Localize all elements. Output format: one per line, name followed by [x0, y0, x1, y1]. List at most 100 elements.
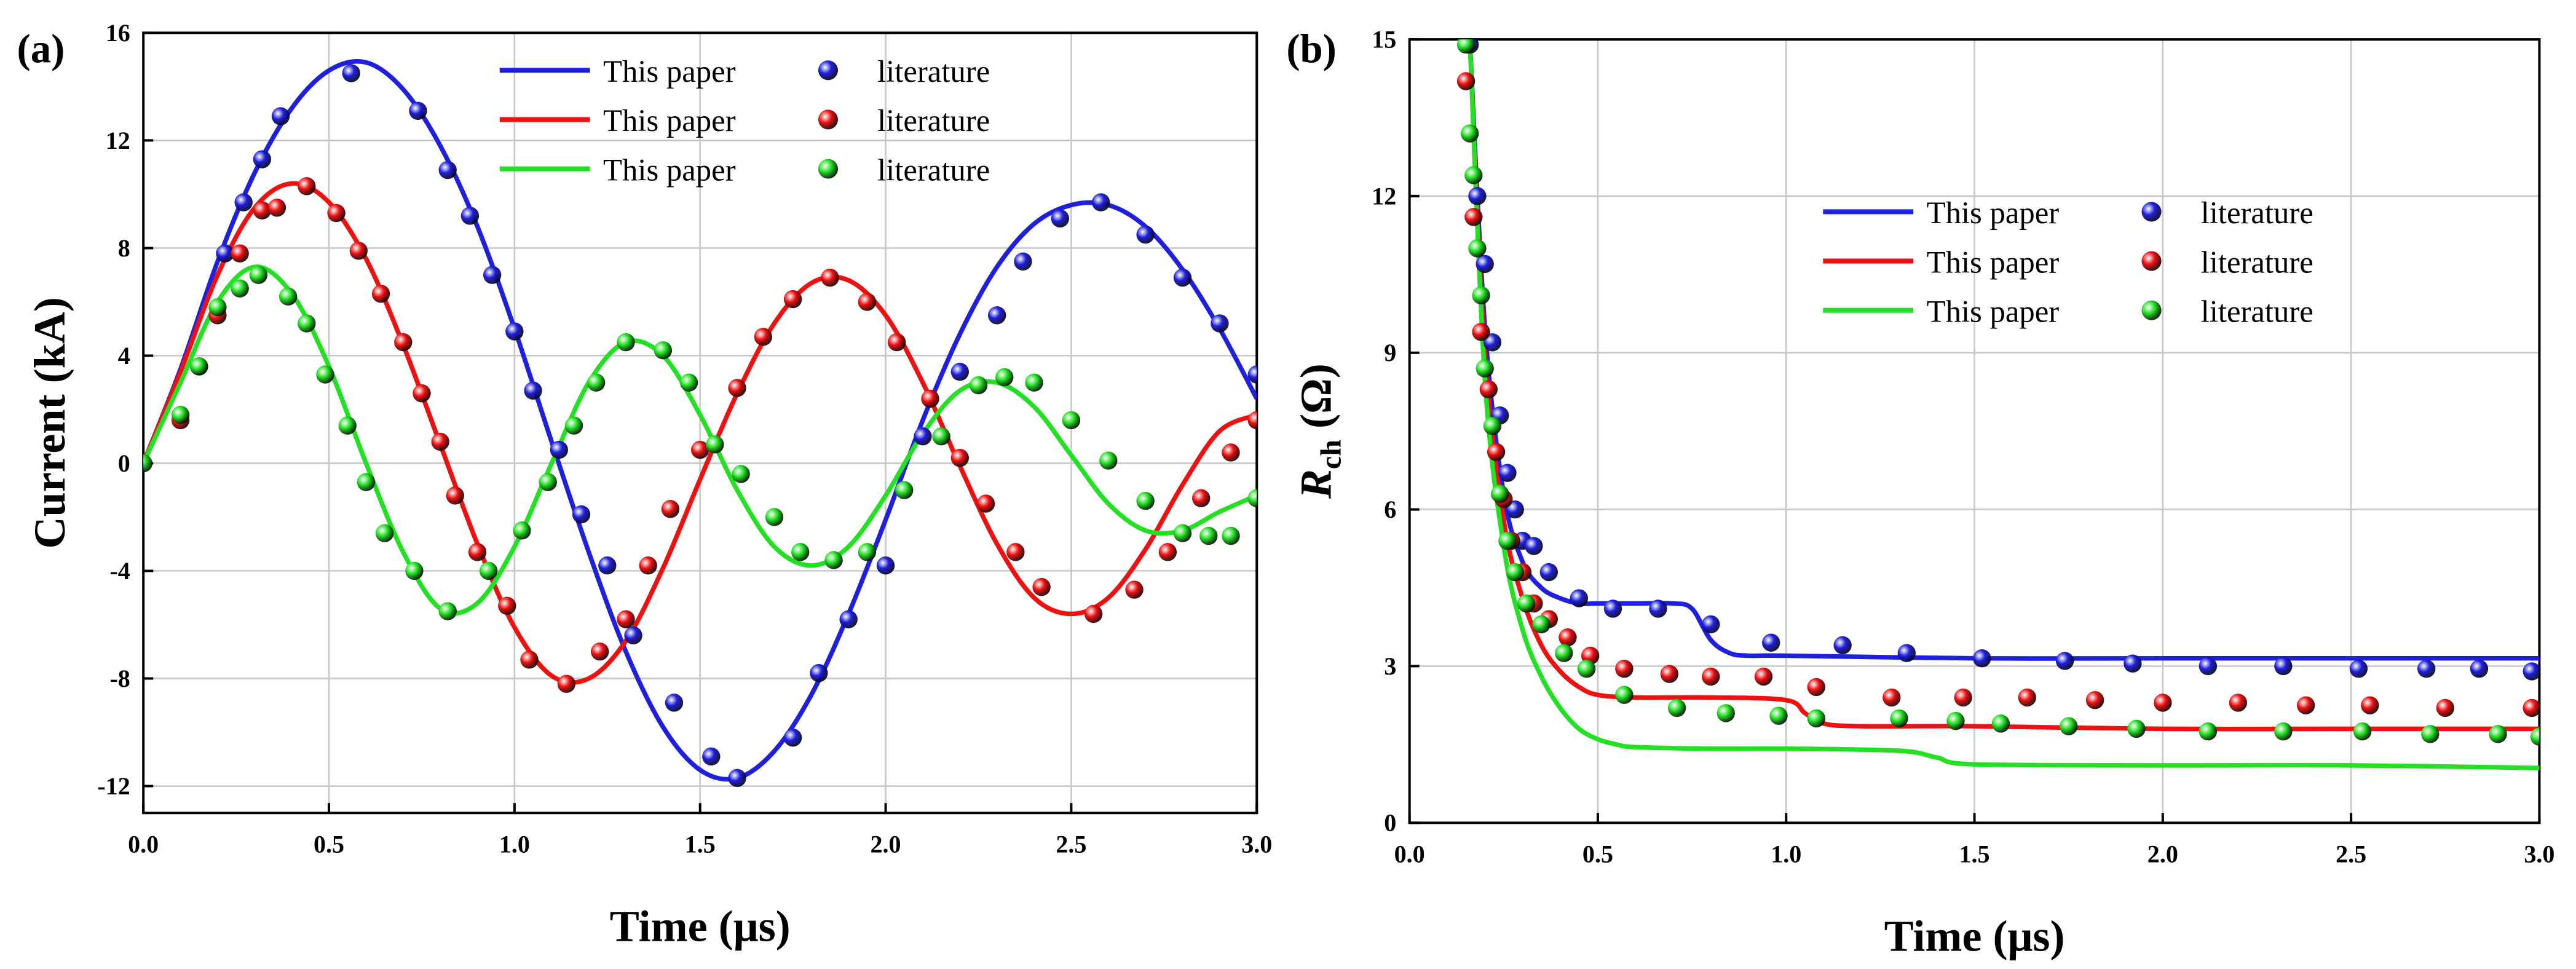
data-point — [1539, 563, 1559, 582]
data-point — [1973, 649, 1991, 668]
data-point — [728, 379, 746, 397]
chart: 0.0 0.5 1.0 1.5 2.0 2.5 3.0 -12 -8 -4 0 4 8 12 16 This … — [17, 19, 1273, 951]
y-tick-label: -12 — [97, 772, 130, 800]
data-point — [409, 101, 427, 120]
data-point — [438, 160, 457, 180]
data-point — [253, 150, 272, 168]
data-point — [1125, 580, 1144, 599]
data-point — [783, 729, 802, 747]
data-point — [1472, 323, 1490, 341]
data-point — [483, 266, 502, 284]
data-point — [810, 664, 828, 682]
data-point — [1014, 252, 1032, 271]
data-point — [1211, 314, 1229, 333]
data-point — [1883, 688, 1901, 707]
data-point — [2436, 698, 2454, 718]
data-point — [342, 64, 360, 82]
data-point — [1025, 373, 1043, 392]
x-tick-label: 1.0 — [499, 830, 530, 858]
y-tick-label: 0 — [118, 449, 130, 477]
panel-label: (a) — [17, 27, 65, 72]
data-point — [1897, 644, 1916, 662]
data-point — [2055, 652, 2074, 670]
data-point — [1472, 286, 1490, 305]
data-point — [1517, 594, 1536, 613]
x-tick-label: 3.0 — [1241, 830, 1272, 858]
data-point — [557, 674, 576, 693]
data-point — [1084, 604, 1103, 623]
data-point — [431, 432, 449, 451]
y-tick-label: -8 — [109, 665, 130, 692]
data-point — [2489, 725, 2507, 743]
data-point — [2296, 696, 2315, 714]
legend-label: literature — [877, 54, 990, 89]
data-point — [1717, 704, 1735, 722]
data-point — [539, 473, 557, 491]
data-point — [572, 505, 591, 524]
data-point — [231, 279, 249, 298]
data-point — [665, 694, 684, 712]
legend-label: literature — [2201, 294, 2313, 328]
data-point — [921, 389, 939, 408]
data-point — [976, 494, 995, 513]
data-point — [2199, 722, 2218, 741]
x-tick-label: 1.5 — [685, 830, 716, 858]
data-point — [1702, 667, 1720, 686]
y-axis-title-part: (Ω) — [1291, 363, 1340, 440]
legend-swatch — [2141, 251, 2162, 271]
data-point — [1099, 451, 1118, 470]
data-point — [617, 333, 635, 352]
legend-label: This paper — [1927, 196, 2060, 230]
y-tick-label: 8 — [118, 234, 130, 262]
data-point — [1032, 578, 1051, 596]
y-axis-title-part: ch — [1314, 440, 1347, 469]
data-point — [1464, 208, 1483, 226]
data-point — [208, 298, 227, 317]
data-point — [2127, 719, 2146, 738]
data-point — [1173, 524, 1192, 542]
data-point — [1532, 615, 1551, 634]
data-point — [371, 285, 390, 303]
y-tick-label: -4 — [109, 557, 130, 585]
y-axis-title-part: Current (kA) — [25, 297, 74, 548]
data-point — [479, 561, 498, 580]
data-point — [327, 204, 346, 223]
data-point — [1092, 193, 1110, 212]
legend-label: literature — [877, 103, 990, 138]
data-point — [1247, 489, 1257, 508]
data-point — [1667, 698, 1686, 718]
data-point — [524, 381, 542, 400]
data-point — [446, 486, 464, 505]
data-point — [2274, 722, 2293, 741]
data-point — [413, 384, 431, 403]
data-point — [969, 376, 988, 395]
data-point — [783, 290, 802, 309]
y-tick-label: 15 — [1372, 25, 1396, 53]
data-point — [987, 306, 1006, 325]
data-point — [1570, 589, 1589, 607]
data-point — [617, 610, 635, 628]
data-point — [1946, 711, 1965, 730]
data-point — [1649, 599, 1667, 618]
data-point — [2349, 659, 2368, 678]
data-point — [2361, 696, 2379, 714]
data-point — [1222, 526, 1240, 545]
data-line — [1467, 39, 2540, 661]
data-point — [732, 465, 750, 483]
data-point — [357, 473, 376, 491]
data-point — [2154, 694, 2172, 712]
data-point — [2421, 725, 2440, 743]
x-tick-label: 0.5 — [1582, 840, 1613, 868]
data-point — [691, 440, 709, 459]
data-point — [1555, 644, 1573, 662]
data-point — [591, 643, 609, 661]
y-tick-label: 9 — [1384, 339, 1396, 366]
data-point — [824, 551, 843, 569]
y-tick-label: 12 — [106, 127, 130, 154]
data-point — [1660, 665, 1679, 683]
data-point — [654, 341, 673, 360]
data-point — [1754, 667, 1773, 686]
data-point — [298, 177, 316, 196]
data-point — [876, 556, 895, 575]
